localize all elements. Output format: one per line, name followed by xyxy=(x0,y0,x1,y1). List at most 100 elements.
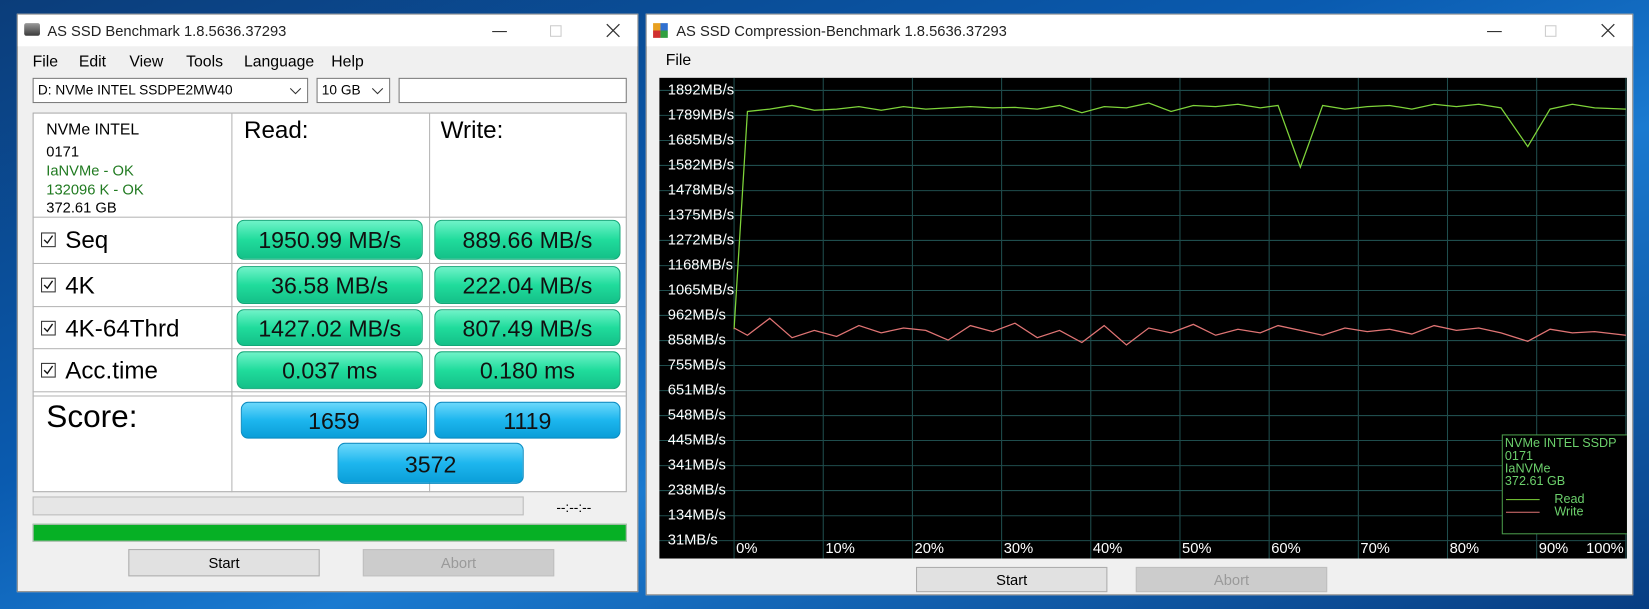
close-button[interactable] xyxy=(1599,23,1620,40)
window-title: AS SSD Compression-Benchmark 1.8.5636.37… xyxy=(676,22,1007,39)
legend-title: 372.61 GB xyxy=(1505,474,1565,488)
title-bar xyxy=(17,14,638,47)
y-tick-label: 134MB/s xyxy=(668,508,726,524)
write-result: 222.04 MB/s xyxy=(434,266,621,304)
minimize-button[interactable] xyxy=(490,23,511,40)
total-progress xyxy=(32,523,627,542)
y-tick-label: 1065MB/s xyxy=(668,282,734,298)
panel-divider xyxy=(32,391,627,393)
legend-box xyxy=(1501,434,1627,535)
menu-item[interactable]: Tools xyxy=(186,52,223,71)
test-name: Acc.time xyxy=(65,356,158,384)
panel-divider xyxy=(429,112,431,493)
x-tick-label: 90% xyxy=(1539,541,1568,557)
read-result: 36.58 MB/s xyxy=(236,266,423,304)
menu-item[interactable]: Help xyxy=(331,52,364,71)
menu-item[interactable]: File xyxy=(665,51,692,70)
legend-label: Write xyxy=(1554,505,1583,519)
panel-divider xyxy=(32,395,627,397)
y-tick-label: 858MB/s xyxy=(668,332,726,348)
y-tick-label: 1375MB/s xyxy=(668,207,734,223)
read-header: Read: xyxy=(243,115,309,144)
legend-title: 0171 xyxy=(1505,449,1533,463)
score-label: Score: xyxy=(46,399,138,435)
close-button[interactable] xyxy=(604,23,625,40)
x-tick-label: 80% xyxy=(1450,541,1479,557)
drive-info: IaNVMe - OK xyxy=(46,161,134,179)
test-name: Seq xyxy=(65,226,109,254)
write-result: 0.180 ms xyxy=(434,351,621,390)
panel-divider xyxy=(231,112,233,493)
app-icon xyxy=(24,23,40,36)
checkbox[interactable] xyxy=(40,277,57,294)
menu-item[interactable]: Edit xyxy=(78,52,107,71)
data-line xyxy=(733,317,1626,346)
panel-divider xyxy=(32,216,627,218)
write-result: 807.49 MB/s xyxy=(434,309,621,347)
score-total: 3572 xyxy=(337,442,524,484)
y-tick-label: 1478MB/s xyxy=(668,182,734,198)
maximize-button xyxy=(547,23,568,40)
minimize-button[interactable] xyxy=(1485,23,1506,40)
menu-item[interactable]: Language xyxy=(243,52,315,71)
start-button[interactable]: Start xyxy=(915,566,1108,593)
benchmark-window: AS SSD Benchmark 1.8.5636.37293 File Edit V… xyxy=(16,13,639,593)
write-header: Write: xyxy=(440,115,504,144)
y-tick-label: 755MB/s xyxy=(668,357,726,373)
drive-select[interactable]: D: NVMe INTEL SSDPE2MW40 xyxy=(32,77,309,104)
text-field[interactable] xyxy=(398,77,627,104)
y-tick-label: 1272MB/s xyxy=(668,232,734,248)
compression-window: AS SSD Compression-Benchmark 1.8.5636.37… xyxy=(645,13,1634,596)
x-tick-label: 0% xyxy=(736,541,757,557)
progress-bar xyxy=(32,496,524,516)
abort-button: Abort xyxy=(1135,566,1328,593)
write-result: 889.66 MB/s xyxy=(434,219,621,260)
y-tick-label: 1168MB/s xyxy=(668,257,733,273)
abort-button: Abort xyxy=(362,549,555,577)
read-result: 1427.02 MB/s xyxy=(236,309,423,347)
x-tick-label: 40% xyxy=(1093,541,1122,557)
maximize-button xyxy=(1542,23,1563,40)
drive-info: NVMe INTEL xyxy=(46,120,140,139)
window-title: AS SSD Benchmark 1.8.5636.37293 xyxy=(47,22,287,39)
elapsed-time: --:--:-- xyxy=(556,499,592,516)
x-tick-label: 70% xyxy=(1360,541,1389,557)
menu-item[interactable]: View xyxy=(129,52,164,71)
y-tick-label: 548MB/s xyxy=(668,407,726,423)
legend-title: IaNVMe xyxy=(1505,461,1551,475)
checkbox[interactable] xyxy=(40,231,57,248)
test-name: 4K xyxy=(65,271,95,299)
checkbox[interactable] xyxy=(40,319,57,336)
title-bar xyxy=(646,14,1633,47)
x-tick-label: 100% xyxy=(1586,541,1624,557)
y-tick-label: 341MB/s xyxy=(668,458,726,474)
menu-item[interactable]: File xyxy=(32,52,59,71)
y-tick-label: 1892MB/s xyxy=(668,82,734,98)
checkbox[interactable] xyxy=(40,362,57,379)
x-tick-label: 30% xyxy=(1004,541,1033,557)
read-result: 1950.99 MB/s xyxy=(236,219,423,260)
y-tick-label: 238MB/s xyxy=(668,482,726,498)
app-icon xyxy=(652,22,669,39)
y-tick-label: 445MB/s xyxy=(668,432,726,448)
y-tick-label: 1789MB/s xyxy=(668,107,734,123)
y-tick-label: 1582MB/s xyxy=(668,157,734,173)
drive-info: 132096 K - OK xyxy=(46,180,144,198)
drive-info: 0171 xyxy=(46,143,80,160)
panel-divider xyxy=(32,262,627,265)
size-select[interactable]: 10 GB xyxy=(316,77,391,104)
x-tick-label: 20% xyxy=(915,541,944,557)
drive-info: 372.61 GB xyxy=(46,198,117,216)
start-button[interactable]: Start xyxy=(128,549,320,577)
legend-title: NVMe INTEL SSDP xyxy=(1505,436,1617,450)
y-tick-label: 962MB/s xyxy=(668,307,726,323)
data-line xyxy=(733,102,1626,330)
y-tick-label: 31MB/s xyxy=(668,533,718,549)
read-result: 0.037 ms xyxy=(236,351,423,390)
y-tick-label: 1685MB/s xyxy=(668,132,734,148)
x-tick-label: 10% xyxy=(825,541,854,557)
score-read: 1659 xyxy=(240,401,427,439)
panel-divider xyxy=(32,348,627,350)
